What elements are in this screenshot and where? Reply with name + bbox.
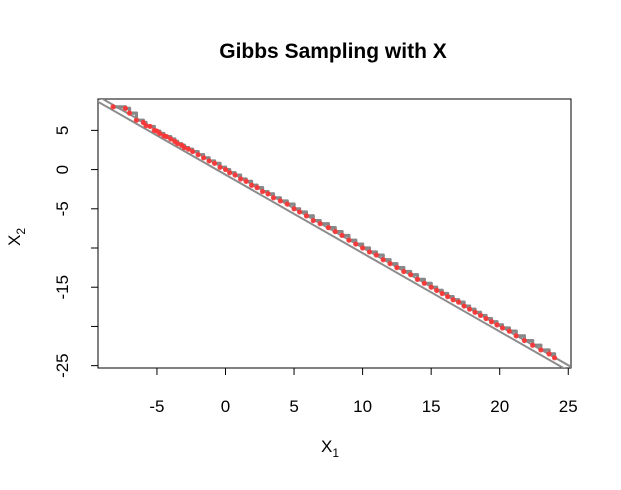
data-point <box>325 225 331 231</box>
data-point <box>190 148 196 155</box>
data-point <box>126 110 133 116</box>
data-point <box>373 252 379 258</box>
data-point <box>366 249 373 255</box>
data-point <box>339 232 345 239</box>
data-point <box>222 166 229 173</box>
sample-points <box>110 104 558 361</box>
data-point <box>284 201 290 207</box>
data-point <box>133 117 139 123</box>
x-tick-label: 20 <box>490 397 509 416</box>
y-tick-label: -5 <box>53 201 72 216</box>
data-point <box>450 297 456 303</box>
data-point <box>211 160 218 166</box>
x-axis: -5 0 5 10 15 20 25 <box>149 367 578 416</box>
x-axis-label-sub: 1 <box>332 446 339 460</box>
data-point <box>259 188 266 195</box>
data-point <box>217 164 223 170</box>
data-point <box>551 355 558 361</box>
data-point <box>147 123 153 130</box>
data-point <box>494 322 500 328</box>
data-point <box>360 245 366 251</box>
data-point <box>506 328 512 334</box>
data-point <box>530 342 536 348</box>
x-tick-label: 25 <box>559 397 578 416</box>
data-point <box>461 303 467 309</box>
data-point <box>291 206 297 212</box>
data-point <box>421 280 427 286</box>
x-axis-label: X1 <box>321 437 339 460</box>
y-axis-label-main: X <box>5 235 24 246</box>
y-tick-label: -15 <box>53 275 72 300</box>
data-point <box>248 182 255 188</box>
data-point <box>227 170 233 176</box>
x-tick-label: 0 <box>221 397 230 416</box>
data-point <box>143 123 149 129</box>
chart-title: Gibbs Sampling with X <box>219 40 447 63</box>
data-point <box>521 337 527 344</box>
data-point <box>439 290 445 297</box>
data-point <box>185 146 192 152</box>
data-point <box>445 294 451 300</box>
data-point <box>407 272 414 278</box>
data-point <box>174 141 181 147</box>
data-point <box>200 155 207 161</box>
data-point <box>387 261 393 267</box>
data-point <box>181 145 187 151</box>
data-point <box>499 325 506 331</box>
data-point <box>472 309 478 315</box>
data-point <box>428 284 434 290</box>
reference-line <box>98 100 566 368</box>
data-point <box>254 185 260 191</box>
y-axis: -25 -15 -5 0 5 <box>53 126 99 378</box>
data-point <box>270 195 277 201</box>
data-point <box>488 319 495 325</box>
data-point <box>122 105 129 112</box>
data-point <box>394 265 400 271</box>
data-point <box>466 306 473 312</box>
y-tick-label: 5 <box>53 126 72 135</box>
x-axis-label-main: X <box>321 437 332 456</box>
data-point <box>163 134 170 140</box>
data-point <box>380 257 386 263</box>
data-point <box>277 198 283 204</box>
data-point <box>237 176 244 182</box>
y-tick-label: -25 <box>53 353 72 378</box>
data-point <box>232 172 238 178</box>
data-point <box>317 221 323 227</box>
data-point <box>434 287 440 293</box>
y-axis-label-sub: 2 <box>14 228 28 235</box>
data-point <box>346 237 352 243</box>
plot-clip <box>98 99 571 368</box>
data-point <box>513 333 519 339</box>
y-axis-label: X2 <box>5 228 28 246</box>
data-point <box>265 191 271 197</box>
x-tick-label: 10 <box>353 397 372 416</box>
data-point <box>310 217 316 224</box>
data-point <box>157 130 163 137</box>
data-point <box>243 178 249 184</box>
data-point <box>401 268 407 275</box>
data-point <box>483 315 489 322</box>
data-point <box>303 213 309 219</box>
data-point <box>414 276 421 282</box>
data-point <box>206 158 212 164</box>
data-point <box>546 351 552 357</box>
data-point <box>332 228 338 235</box>
y-tick-label: 0 <box>53 165 72 174</box>
x-tick-label: -5 <box>149 397 164 416</box>
data-point <box>110 104 116 110</box>
data-point <box>538 347 544 353</box>
data-point <box>455 299 462 305</box>
data-point <box>353 241 359 247</box>
x-tick-label: 15 <box>422 397 441 416</box>
data-point <box>296 209 303 215</box>
x-tick-label: 5 <box>289 397 298 416</box>
data-point <box>477 312 484 319</box>
data-point <box>168 136 174 142</box>
data-point <box>195 152 201 158</box>
